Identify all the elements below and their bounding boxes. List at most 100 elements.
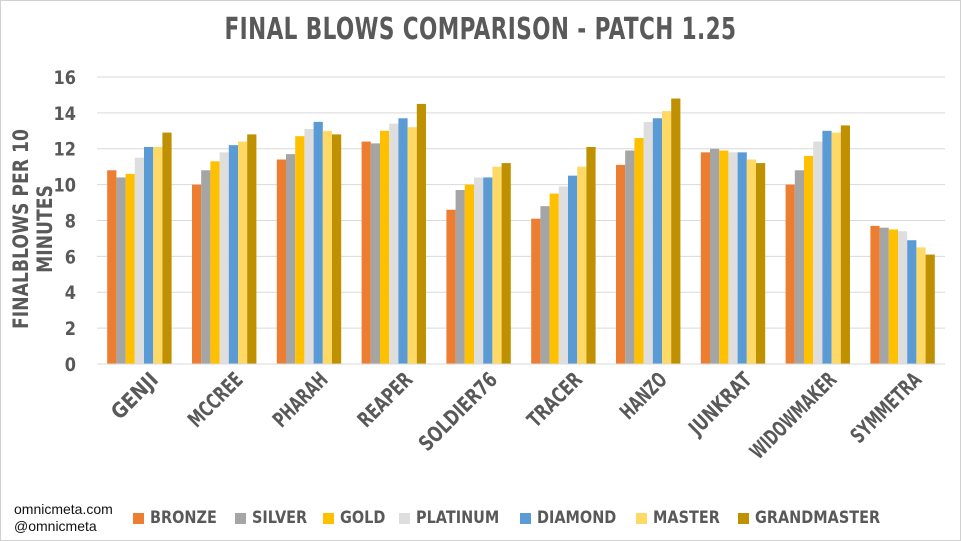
bar-silver-widowmaker — [794, 170, 804, 364]
bar-grandmaster-widowmaker — [840, 125, 850, 365]
bar-master-reaper — [407, 127, 417, 364]
legend-label: DIAMOND — [536, 508, 617, 528]
legend-item-master: MASTER — [636, 508, 726, 528]
bar-gold-tracer — [549, 193, 559, 364]
y-tick-label: 2 — [65, 319, 76, 341]
bar-silver-mccree — [201, 170, 211, 364]
bar-diamond-mccree — [228, 145, 238, 364]
bar-silver-tracer — [540, 206, 550, 364]
bar-gold-hanzo — [634, 137, 644, 364]
x-tick-label: SYMMETRA — [846, 367, 927, 448]
bar-bronze-tracer — [531, 218, 541, 364]
legend-swatch — [234, 512, 246, 524]
bar-grandmaster-junkrat — [756, 163, 766, 364]
bar-bronze-junkrat — [700, 152, 710, 364]
watermark: omnicmeta.com @omnicmeta — [14, 501, 113, 535]
watermark-site: omnicmeta.com — [14, 501, 113, 517]
bar-diamond-widowmaker — [822, 130, 832, 364]
bar-diamond-tracer — [568, 175, 578, 364]
bar-grandmaster-soldier76 — [501, 163, 511, 364]
bar-platinum-hanzo — [643, 121, 653, 364]
legend-item-platinum: PLATINUM — [398, 508, 508, 528]
bar-gold-pharah — [295, 136, 305, 364]
chart-title: FINAL BLOWS COMPARISON - PATCH 1.25 — [224, 12, 737, 47]
y-tick-label: 14 — [54, 104, 76, 126]
bar-platinum-mccree — [219, 152, 229, 364]
bar-diamond-genji — [144, 146, 154, 364]
bar-grandmaster-tracer — [586, 146, 596, 364]
bar-grandmaster-pharah — [332, 134, 342, 364]
bar-master-widowmaker — [831, 132, 841, 364]
bar-gold-soldier76 — [464, 184, 474, 364]
bar-master-hanzo — [662, 111, 672, 364]
bar-diamond-reaper — [398, 118, 408, 364]
bar-platinum-pharah — [304, 129, 314, 364]
bar-master-symmetra — [916, 247, 926, 364]
bar-platinum-soldier76 — [474, 177, 484, 364]
bar-silver-hanzo — [625, 150, 635, 364]
bar-diamond-pharah — [313, 121, 323, 364]
y-tick-label: 6 — [65, 247, 76, 269]
bar-silver-symmetra — [879, 227, 889, 364]
y-tick-label: 8 — [65, 211, 76, 233]
legend-swatch — [636, 512, 648, 524]
bar-grandmaster-genji — [162, 132, 172, 364]
bar-bronze-genji — [107, 170, 117, 364]
bar-silver-genji — [116, 177, 126, 364]
bar-gold-symmetra — [888, 229, 898, 364]
legend-swatch — [398, 512, 410, 524]
legend-label: GRANDMASTER — [754, 508, 880, 528]
y-tick-label: 16 — [54, 68, 76, 90]
watermark-handle: @omnicmeta — [14, 518, 97, 534]
x-tick-label: TRACER — [522, 368, 586, 432]
bar-platinum-widowmaker — [813, 141, 823, 364]
bar-diamond-symmetra — [907, 240, 917, 364]
bar-gold-genji — [125, 173, 135, 364]
legend-label: SILVER — [251, 508, 307, 528]
x-tick-label: REAPER — [353, 368, 417, 432]
legend-item-bronze: BRONZE — [133, 508, 223, 528]
bar-silver-pharah — [286, 154, 296, 364]
bar-master-soldier76 — [492, 166, 502, 364]
x-tick-label: GENJI — [106, 368, 163, 425]
bar-grandmaster-reaper — [416, 103, 426, 364]
bar-bronze-soldier76 — [446, 209, 456, 364]
bar-bronze-mccree — [192, 184, 202, 364]
bar-gold-widowmaker — [804, 155, 814, 364]
bar-diamond-soldier76 — [483, 177, 493, 364]
bar-bronze-reaper — [361, 141, 371, 364]
bar-platinum-genji — [134, 157, 144, 364]
bar-bronze-pharah — [276, 159, 286, 364]
legend-label: GOLD — [339, 508, 385, 528]
legend-item-diamond: DIAMOND — [519, 508, 624, 528]
y-tick-label: 10 — [54, 175, 76, 197]
bar-diamond-junkrat — [737, 152, 747, 364]
bar-grandmaster-mccree — [247, 134, 257, 364]
bar-master-junkrat — [746, 159, 756, 364]
bar-platinum-tracer — [558, 186, 568, 364]
bar-master-pharah — [322, 130, 332, 364]
legend-label: PLATINUM — [415, 508, 500, 528]
y-tick-label: 0 — [65, 355, 76, 377]
x-tick-label: WIDOWMAKER — [745, 368, 841, 464]
x-tick-label: HANZO — [615, 368, 672, 425]
bar-bronze-widowmaker — [785, 184, 795, 364]
x-tick-label: MCCREE — [183, 368, 247, 432]
bar-silver-soldier76 — [455, 190, 465, 364]
y-tick-label: 4 — [65, 283, 76, 305]
bar-gold-junkrat — [719, 150, 729, 364]
y-tick-label: 12 — [54, 140, 76, 162]
legend-swatch — [322, 512, 334, 524]
x-tick-label: PHARAH — [268, 368, 332, 432]
legend-item-grandmaster: GRANDMASTER — [737, 508, 896, 528]
bar-master-mccree — [238, 141, 248, 364]
bar-master-tracer — [577, 166, 587, 364]
legend-item-silver: SILVER — [234, 508, 311, 528]
bar-master-genji — [153, 146, 163, 364]
bar-diamond-hanzo — [652, 118, 662, 364]
legend-label: MASTER — [653, 508, 721, 528]
x-tick-label: JUNKRAT — [683, 367, 757, 441]
bar-platinum-junkrat — [728, 152, 738, 364]
bar-silver-reaper — [370, 143, 380, 364]
